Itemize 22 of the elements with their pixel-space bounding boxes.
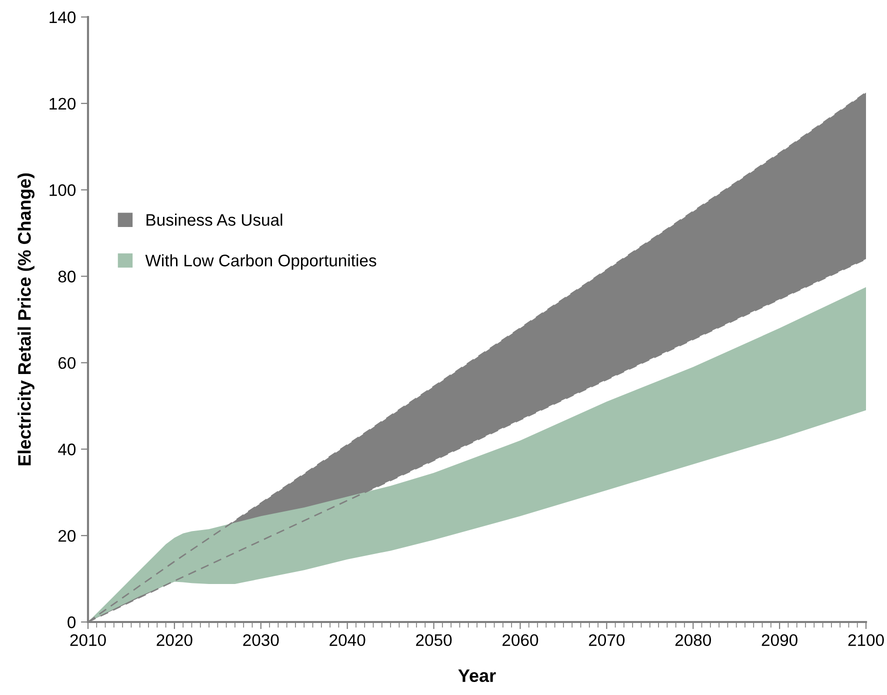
x-tick-label: 2060 [502,634,538,646]
x-tick-label: 2070 [588,634,625,646]
y-tick-label: 80 [58,270,76,282]
x-tick-label: 2080 [675,634,711,646]
x-tick-label: 2100 [848,634,884,646]
y-tick-label: 20 [58,530,76,542]
x-tick-label: 2040 [330,634,366,646]
y-tick-label: 120 [50,98,76,110]
y-tick-label: 100 [50,184,76,196]
x-tick-label: 2020 [156,634,192,646]
y-axis-title: Electricity Retail Price (% Change) [18,173,34,466]
legend-label: Business As Usual [146,214,282,226]
x-axis-title: Year [458,669,496,682]
legend-label: With Low Carbon Opportunities [145,254,376,270]
x-tick-label: 2090 [762,634,798,646]
y-tick-label: 40 [58,444,76,456]
x-tick-label: 2030 [243,634,279,646]
y-tick-label: 140 [50,11,76,24]
x-tick-label: 2050 [416,634,452,646]
x-tick-label: 2010 [70,634,106,646]
y-tick-label: 60 [58,357,76,369]
y-tick-label: 0 [68,616,76,628]
